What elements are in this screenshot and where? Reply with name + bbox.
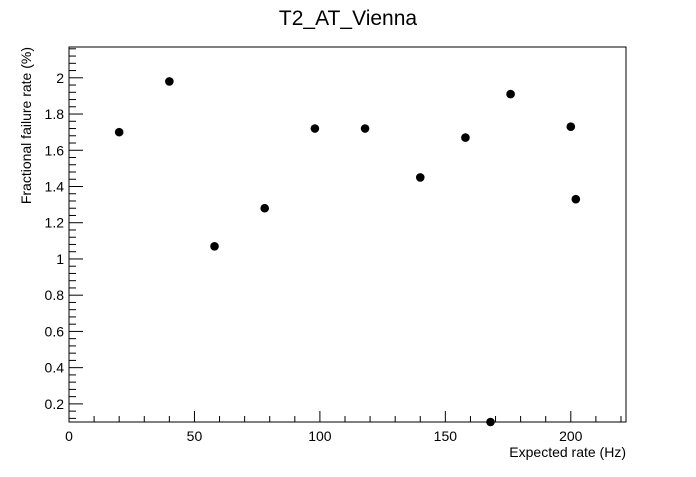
y-tick-label: 1.4: [45, 178, 65, 194]
y-tick-label: 0.8: [45, 287, 65, 303]
data-point: [571, 194, 581, 204]
data-point: [360, 124, 370, 133]
data-point: [486, 417, 495, 427]
data-point: [210, 241, 219, 251]
x-tick-label: 0: [65, 428, 73, 444]
y-tick-label: 1: [56, 251, 64, 267]
data-point: [114, 127, 124, 137]
x-tick-label: 150: [434, 428, 458, 444]
x-tick-label: 100: [308, 428, 332, 444]
data-point: [260, 203, 270, 213]
data-point: [415, 173, 425, 182]
data-points: [114, 77, 581, 427]
y-axis-label: Fractional failure rate (%): [18, 47, 34, 204]
x-tick-label: 50: [187, 428, 203, 444]
y-tick-label: 0.6: [45, 323, 65, 339]
y-tick-label: 0.4: [45, 360, 65, 376]
y-tick-label: 1.2: [45, 215, 65, 231]
chart-title: T2_AT_Vienna: [279, 7, 417, 30]
plot-frame: [68, 46, 627, 423]
x-axis: 0 50 100 150 200: [65, 411, 622, 444]
data-point: [461, 133, 470, 142]
y-tick-label: 2: [56, 70, 64, 86]
y-tick-label: 1.8: [45, 106, 65, 122]
y-tick-label: 1.6: [45, 142, 65, 158]
data-point: [165, 77, 174, 86]
data-point: [506, 89, 515, 99]
x-axis-label: Expected rate (Hz): [509, 444, 626, 460]
data-point: [566, 122, 576, 132]
y-tick-label: 0.2: [45, 396, 65, 412]
x-tick-label: 200: [559, 428, 583, 444]
data-point: [310, 124, 320, 133]
y-axis: 0.2 0.4 0.6 0.8 1 1.2 1.4 1.6 1.8 2: [45, 48, 83, 419]
